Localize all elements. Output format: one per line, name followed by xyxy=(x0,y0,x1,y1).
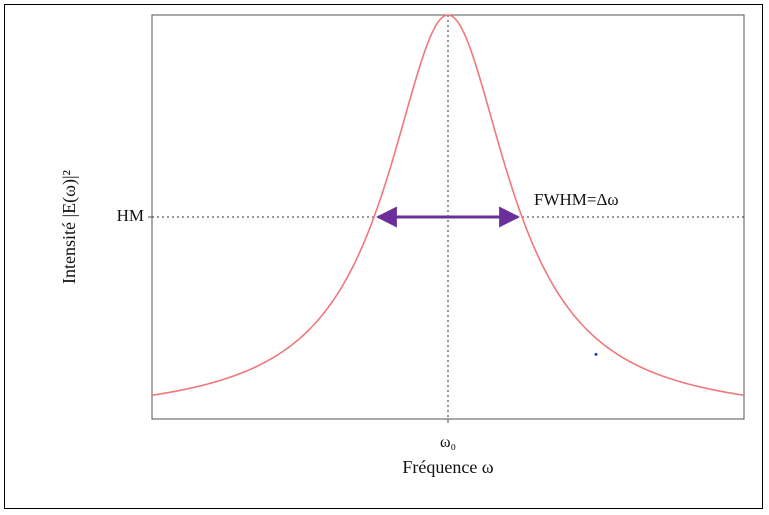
figure-frame: HM ω₀ FWHM=Δω Fréquence ω Intensité |E(ω… xyxy=(4,4,763,509)
stray-dot xyxy=(594,352,598,356)
x-axis-label: Fréquence ω xyxy=(402,457,493,477)
fwhm-annotation-label: FWHM=Δω xyxy=(534,190,619,209)
lorentzian-chart: HM ω₀ FWHM=Δω Fréquence ω Intensité |E(ω… xyxy=(59,14,745,477)
y-axis-label: Intensité |E(ω)|² xyxy=(59,170,80,284)
y-tick-label-hm: HM xyxy=(117,206,144,225)
lorentzian-curve xyxy=(151,14,745,397)
x-tick-label-omega0: ω₀ xyxy=(440,434,456,451)
